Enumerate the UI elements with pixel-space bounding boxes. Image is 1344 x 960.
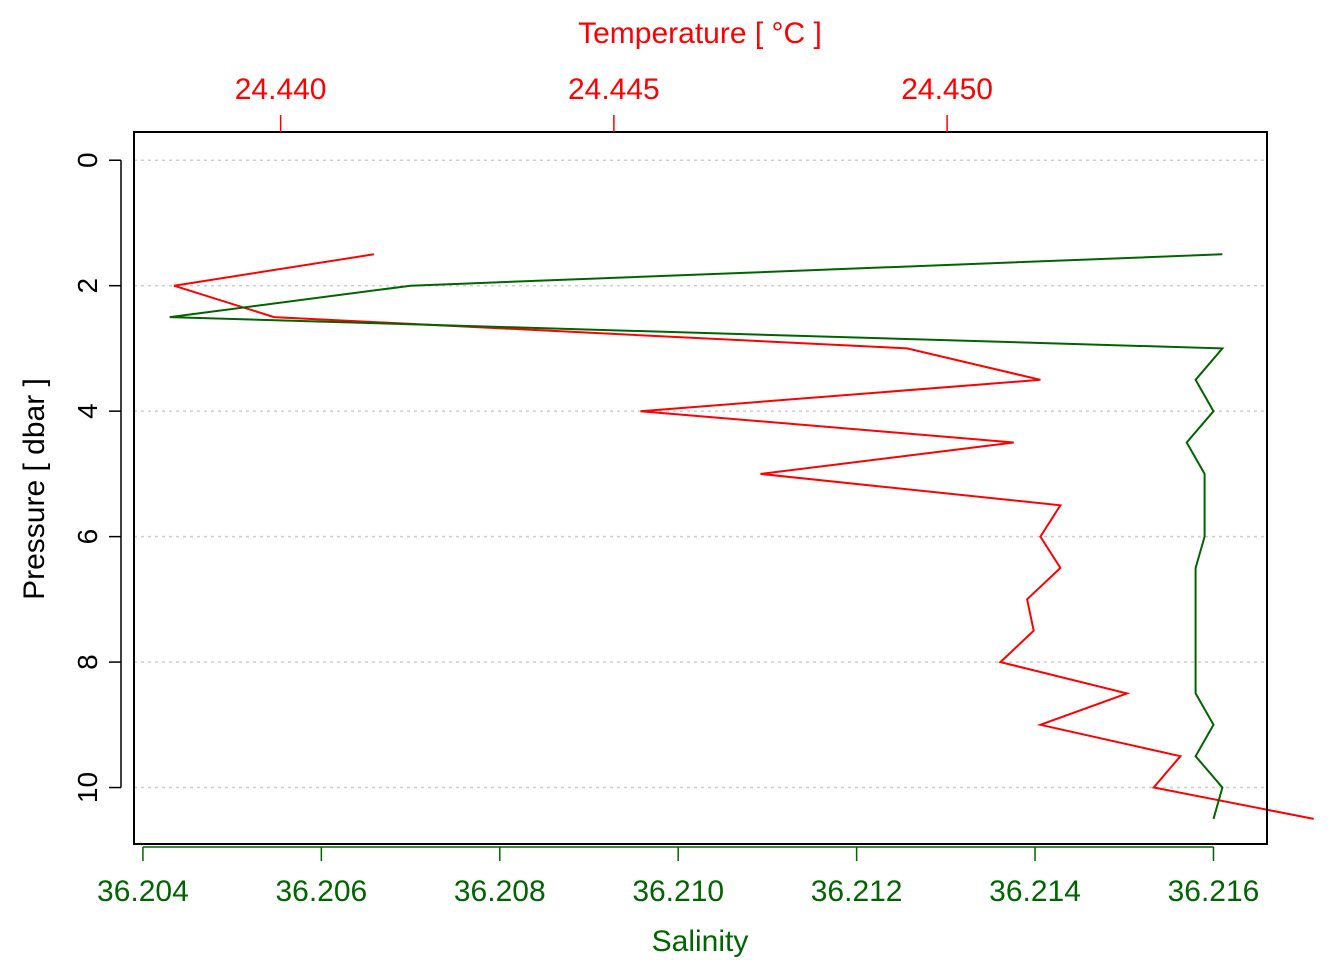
y-axis-title: Pressure [ dbar ] (18, 378, 51, 600)
salinity-profile-line (169, 253, 1225, 820)
y-tick-label-1: 2 (72, 278, 103, 294)
series-layer (169, 253, 1314, 820)
axis-layer: 0 2 4 6 8 10 24.440 24.445 24.450 36.204 36.206 36.… (72, 73, 1259, 908)
top-tick-label-2: 24.450 (901, 73, 993, 106)
bottom-tick-label-4: 36.212 (811, 875, 903, 908)
bottom-tick-label-6: 36.216 (1168, 875, 1260, 908)
grid-lines (134, 159, 1267, 789)
y-tick-label-4: 8 (72, 654, 103, 670)
top-axis-title: Temperature [ °C ] (578, 17, 822, 50)
bottom-tick-label-1: 36.206 (275, 875, 367, 908)
y-tick-label-0: 0 (72, 152, 103, 168)
plot-frame (133, 131, 1268, 845)
bottom-tick-label-2: 36.208 (454, 875, 546, 908)
y-tick-label-3: 6 (72, 529, 103, 545)
bottom-tick-label-3: 36.210 (632, 875, 724, 908)
bottom-axis-title: Salinity (652, 925, 749, 958)
top-tick-label-1: 24.445 (568, 73, 660, 106)
y-tick-label-2: 4 (72, 403, 103, 419)
bottom-tick-label-5: 36.214 (989, 875, 1081, 908)
temperature-profile-line (173, 253, 1314, 820)
top-tick-label-0: 24.440 (235, 73, 327, 106)
y-tick-label-5: 10 (72, 772, 103, 803)
bottom-tick-label-0: 36.204 (97, 875, 189, 908)
